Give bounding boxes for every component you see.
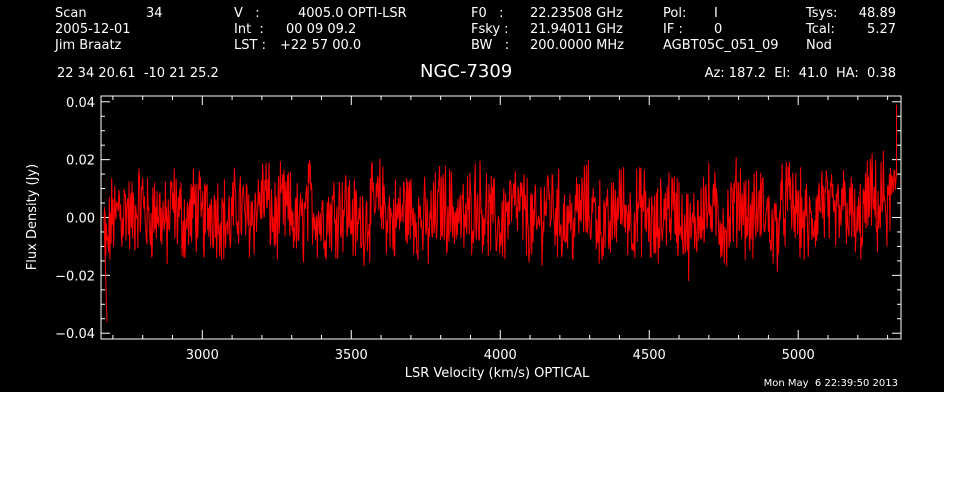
polarization-value: I bbox=[714, 6, 718, 21]
project-id: AGBT05C_051_09 bbox=[663, 38, 779, 53]
observer-name: Jim Braatz bbox=[55, 38, 122, 53]
spectrum-plot: 3000 3500 4000 4500 5000 −0.04 −0.02 0.00 0.02 0.… bbox=[25, 95, 902, 381]
rest-frequency-value: 22.23508 GHz bbox=[530, 6, 623, 21]
tsys-value: 48.89 bbox=[858, 6, 896, 21]
tcal-label: Tcal: bbox=[806, 22, 835, 37]
y-tick-label: −0.02 bbox=[55, 269, 95, 284]
x-axis-label: LSR Velocity (km/s) OPTICAL bbox=[405, 366, 590, 381]
integration-value: 00 09 09.2 bbox=[286, 22, 357, 37]
axis-ticks bbox=[101, 96, 901, 339]
polarization-label: Pol: bbox=[663, 6, 687, 21]
y-tick-label: 0.04 bbox=[66, 96, 95, 111]
lst-value: +22 57 00.0 bbox=[280, 38, 362, 53]
sky-frequency-value: 21.94011 GHz bbox=[530, 22, 623, 37]
generation-timestamp: Mon May 6 22:39:50 2013 bbox=[763, 378, 898, 389]
y-tick-label: −0.04 bbox=[55, 327, 95, 342]
x-tick-label: 4500 bbox=[633, 348, 666, 363]
y-tick-label: 0.02 bbox=[66, 154, 95, 169]
tcal-value: 5.27 bbox=[867, 22, 896, 37]
velocity-value: 4005.0 OPTI-LSR bbox=[298, 6, 407, 21]
source-coordinates: 22 34 20.61 -10 21 25.2 bbox=[57, 66, 219, 81]
flux-density-trace bbox=[103, 104, 897, 322]
tsys-label: Tsys: bbox=[806, 6, 838, 21]
y-tick-label: 0.00 bbox=[66, 212, 95, 227]
integration-label: Int : bbox=[234, 22, 264, 37]
pointing-info: Az: 187.2 El: 41.0 HA: 0.38 bbox=[704, 66, 896, 81]
x-tick-label: 3000 bbox=[186, 348, 219, 363]
bandwidth-label: BW : bbox=[471, 38, 510, 53]
scan-value: 34 bbox=[146, 6, 163, 21]
spectrum-panel: Scan 34 2005-12-01 Jim Braatz V : 4005.0… bbox=[0, 0, 944, 392]
x-tick-label: 3500 bbox=[335, 348, 368, 363]
velocity-label: V : bbox=[234, 6, 260, 21]
x-tick-label: 5000 bbox=[782, 348, 815, 363]
lst-label: LST : bbox=[234, 38, 266, 53]
source-name: NGC-7309 bbox=[420, 61, 513, 82]
x-tick-label: 4000 bbox=[484, 348, 517, 363]
plot-frame bbox=[100, 95, 902, 340]
observation-date: 2005-12-01 bbox=[55, 22, 131, 37]
if-label: IF : bbox=[663, 22, 683, 37]
if-value: 0 bbox=[714, 22, 723, 37]
scan-label: Scan bbox=[55, 6, 87, 21]
tick-labels: 3000 3500 4000 4500 5000 −0.04 −0.02 0.00 0.02 0.… bbox=[55, 96, 815, 363]
sky-frequency-label: Fsky : bbox=[471, 22, 509, 37]
rest-frequency-label: F0 : bbox=[471, 6, 504, 21]
y-axis-label: Flux Density (Jy) bbox=[25, 164, 40, 270]
observing-mode: Nod bbox=[806, 38, 832, 53]
bandwidth-value: 200.0000 MHz bbox=[530, 38, 624, 53]
